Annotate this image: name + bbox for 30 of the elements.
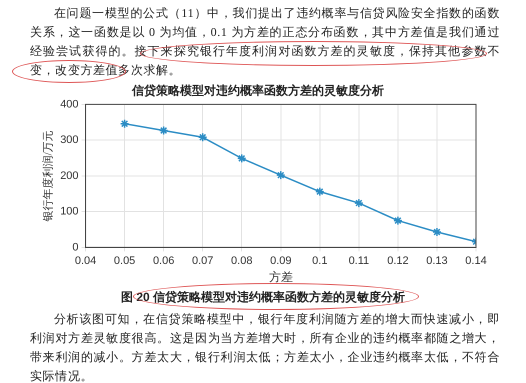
point — [198, 132, 208, 142]
x-tick-label: 0.07 — [192, 255, 214, 268]
text: 分析该图可知，在信贷策略模型中，银行年度利润随方差的增大而快速减小，即利润对方差灵敏度很高。这是因为当方差增大时，所有企业的违约概率都随之增大，带来利润的减小。方差太大，银行利润太低；方差太小，企业违约概率太低，不符合实际情况。 — [30, 311, 500, 383]
x-tick-label: 0.1 — [312, 255, 328, 268]
point — [120, 118, 130, 128]
x-tick-label: 0.14 — [465, 255, 487, 268]
point — [315, 186, 325, 196]
x-tick-label: 0.04 — [74, 255, 96, 268]
x-tick-label: 0.08 — [231, 255, 252, 268]
point — [393, 216, 403, 226]
x-tick-label: 0.05 — [114, 255, 136, 268]
x-axis-title: 方差 — [268, 270, 293, 284]
point — [432, 227, 442, 237]
x-tick-label: 0.12 — [387, 255, 409, 268]
y-tick-label: 200 — [60, 170, 79, 182]
y-tick-label: 0 — [72, 241, 79, 254]
y-tick-label: 300 — [60, 134, 79, 146]
point — [236, 154, 246, 164]
y-axis-title: 银行年度利润/万元 — [41, 130, 54, 222]
x-tick-label: 0.09 — [270, 255, 292, 268]
point — [276, 170, 286, 180]
caption: 图 20 信贷策略模型对违约概率函数方差的灵敏度分析 — [120, 289, 406, 306]
y-tick-label: 400 — [60, 98, 79, 110]
chart-title: 信贷策略模型对违约概率函数方差的灵敏度分析 — [131, 83, 384, 98]
x-tick-label: 0.06 — [152, 255, 174, 268]
point — [158, 126, 168, 136]
x-tick-label: 0.11 — [348, 255, 370, 268]
x-tick-label: 0.13 — [426, 255, 448, 268]
point — [354, 198, 364, 208]
y-tick-label: 100 — [60, 206, 79, 218]
